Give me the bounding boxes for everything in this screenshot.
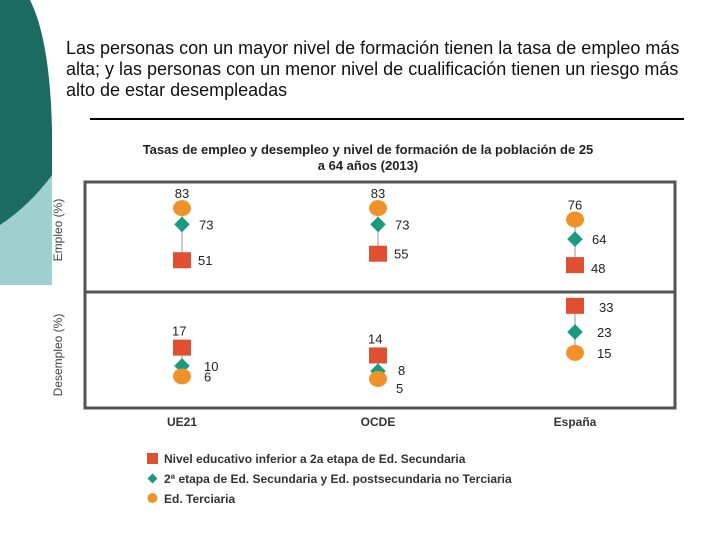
legend-label-low-education: Nivel educativo inferior a 2a etapa de E… <box>164 452 466 466</box>
diamond-empleo-ue21-value-label: 73 <box>199 217 213 232</box>
empleo-axis-label: Empleo (%) <box>51 199 65 262</box>
diamond-empleo-ocde-marker <box>370 216 386 233</box>
decorative-teal-dark-shape <box>0 0 52 225</box>
data-marks: 51 55 48 17 14 33 73 73 64 10 8 23 83 83 76 6 5 15 <box>172 186 613 396</box>
chart-title-line-1: Tasas de empleo y desempleo y nivel de f… <box>143 142 594 157</box>
desempleo-axis-label: Desempleo (%) <box>51 314 65 397</box>
legend-label-secondary-education: 2ª etapa de Ed. Secundaria y Ed. postsec… <box>164 472 512 486</box>
square-empleo-ue21-value-label: 51 <box>198 253 212 268</box>
circle-empleo-ue21-marker <box>173 200 191 217</box>
category-label-espana: España <box>554 415 597 429</box>
slide-decoration <box>0 0 52 285</box>
diamond-desempleo-ue21-value-label: 10 <box>204 359 218 374</box>
diamond-desempleo-ocde-value-label: 8 <box>398 363 405 378</box>
desempleo-panel-frame <box>83 290 677 410</box>
square-desempleo-ue21-marker <box>173 339 191 356</box>
legend-label-tertiary-education: Ed. Terciaria <box>164 492 235 506</box>
square-empleo-ocde-value-label: 55 <box>394 247 408 262</box>
legend: Nivel educativo inferior a 2a etapa de E… <box>147 452 512 506</box>
legend-square-icon <box>147 453 158 464</box>
square-empleo-ocde-marker <box>369 245 387 262</box>
circle-empleo-ocde-value-label: 83 <box>371 186 385 201</box>
square-desempleo-ocde-value-label: 14 <box>368 331 382 346</box>
circle-empleo-espa-a-marker <box>566 211 584 228</box>
square-desempleo-espa-a-marker <box>566 297 584 314</box>
square-desempleo-espa-a-value-label: 33 <box>599 300 613 315</box>
category-label-ocde: OCDE <box>361 415 396 429</box>
square-empleo-espa-a-value-label: 48 <box>591 261 605 276</box>
circle-desempleo-ocde-marker <box>369 370 387 387</box>
title-divider <box>90 118 684 120</box>
circle-empleo-ocde-marker <box>369 200 387 217</box>
diamond-empleo-ue21-marker <box>174 216 190 233</box>
diamond-empleo-espa-a-marker <box>567 231 583 247</box>
diamond-empleo-ocde-value-label: 73 <box>395 217 409 232</box>
circle-desempleo-espa-a-value-label: 15 <box>597 346 611 361</box>
circle-desempleo-ue21-value-label: 6 <box>204 369 211 384</box>
square-desempleo-ue21-value-label: 17 <box>172 324 186 339</box>
diamond-desempleo-espa-a-marker <box>567 324 583 340</box>
circle-desempleo-espa-a-marker <box>566 344 584 361</box>
education-employment-chart: Tasas de empleo y desempleo y nivel de f… <box>51 142 677 506</box>
circle-empleo-espa-a-value-label: 76 <box>568 198 582 213</box>
diamond-desempleo-espa-a-value-label: 23 <box>597 325 611 340</box>
circle-desempleo-ue21-marker <box>173 368 191 385</box>
chart-title-line-2: a 64 años (2013) <box>318 158 418 173</box>
category-label-ue21: UE21 <box>167 415 197 429</box>
slide-headline: Las personas con un mayor nivel de forma… <box>66 38 680 100</box>
legend-diamond-icon <box>147 473 158 484</box>
square-desempleo-ocde-marker <box>369 347 387 364</box>
circle-empleo-ue21-value-label: 83 <box>175 186 189 201</box>
square-empleo-ue21-marker <box>173 252 191 269</box>
circle-desempleo-ocde-value-label: 5 <box>396 381 403 396</box>
legend-circle-icon <box>147 493 158 503</box>
square-empleo-espa-a-marker <box>566 257 584 274</box>
diamond-empleo-espa-a-value-label: 64 <box>592 232 606 247</box>
